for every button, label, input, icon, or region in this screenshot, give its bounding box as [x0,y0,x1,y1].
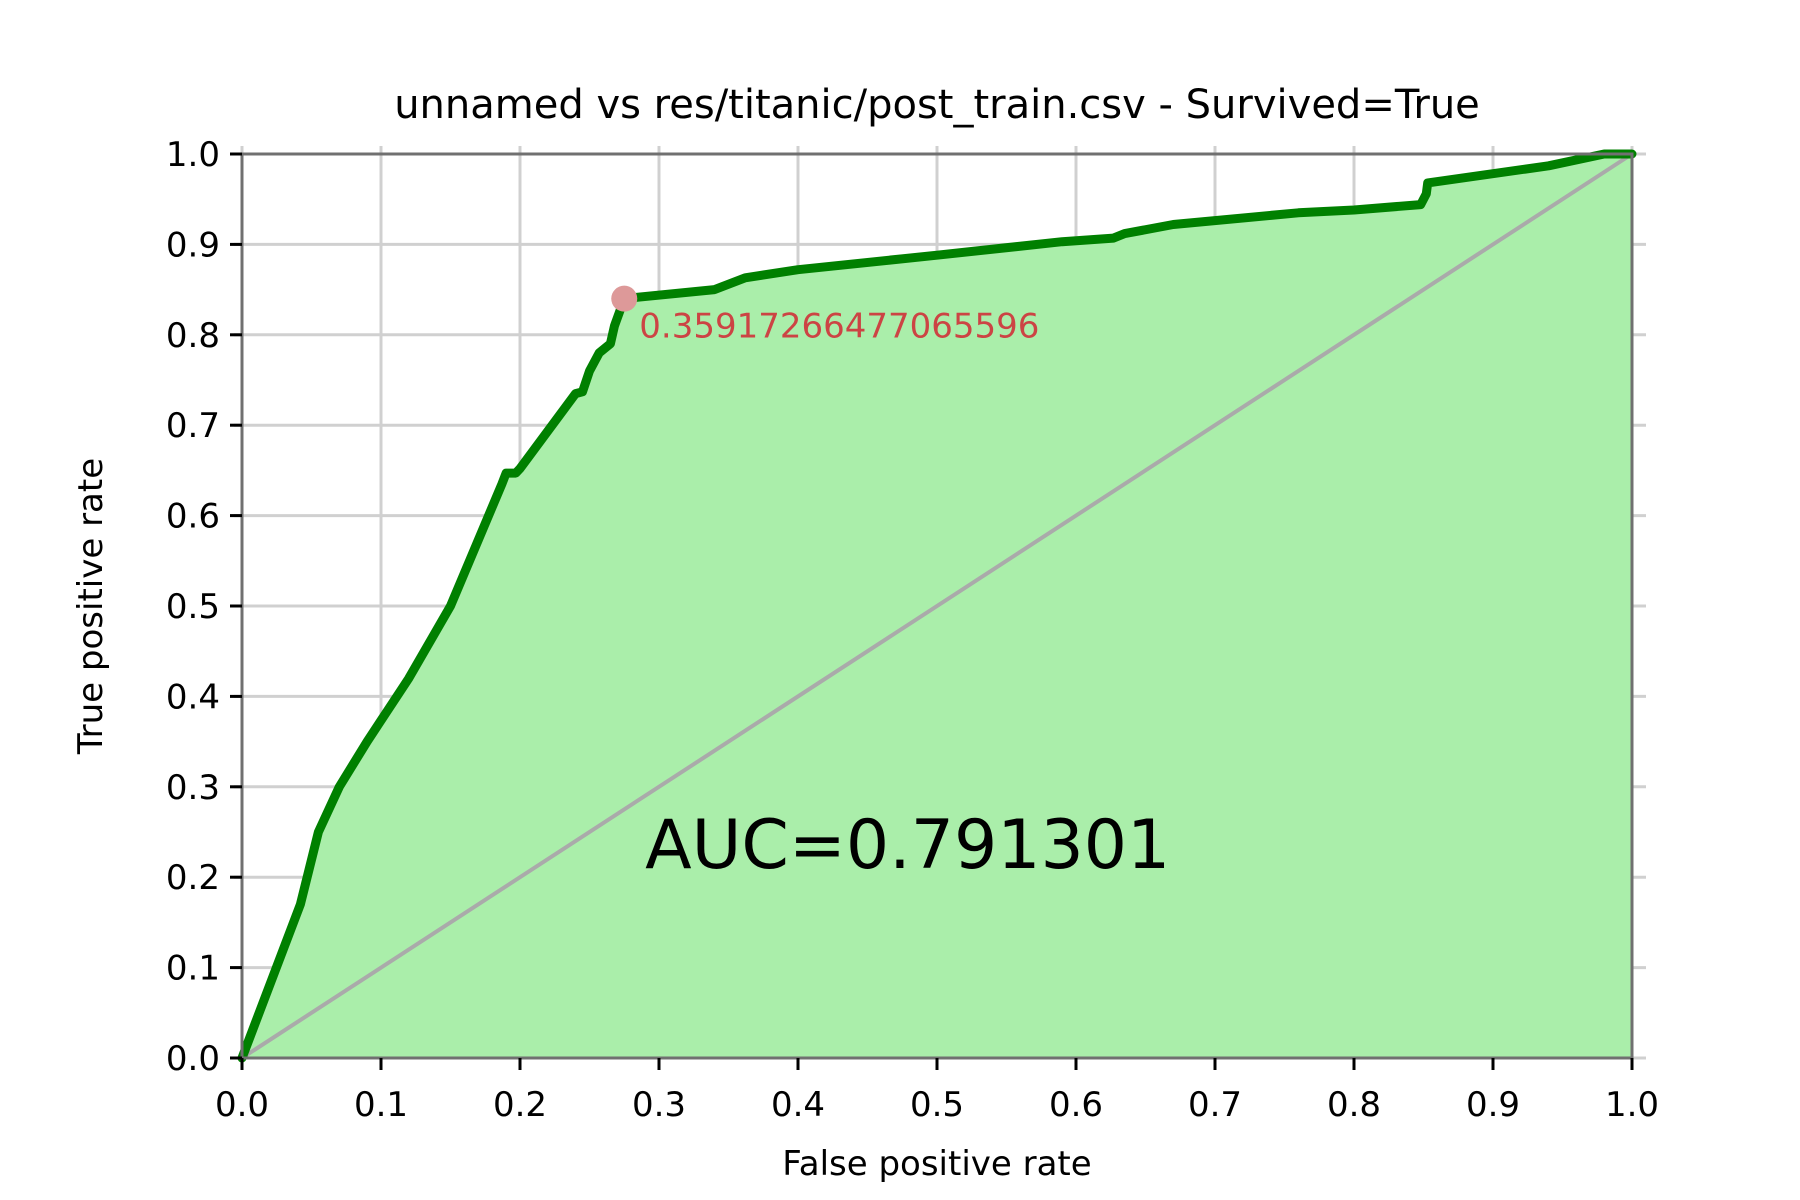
threshold-label: 0.35917266477065596 [639,307,1039,347]
y-axis-ticks: 0.0 0.1 0.2 0.3 0.4 0.5 0.6 0.7 0.8 0.9 1.0 [166,135,242,1079]
x-axis-label: False positive rate [782,1144,1091,1184]
x-tick-label: 0.6 [1049,1085,1103,1125]
y-axis-label: True positive rate [71,458,111,755]
x-tick-label: 0.3 [632,1085,686,1125]
chart-title: unnamed vs res/titanic/post_train.csv - … [394,82,1480,128]
y-tick-label: 0.9 [166,225,220,265]
y-tick-label: 0.2 [166,858,220,898]
y-tick-label: 0.7 [166,406,220,446]
x-tick-label: 0.5 [910,1085,964,1125]
x-tick-label: 0.1 [354,1085,408,1125]
y-tick-label: 0.1 [166,949,220,989]
x-tick-label: 0.0 [215,1085,269,1125]
x-tick-label: 0.4 [771,1085,825,1125]
threshold-marker [611,285,638,312]
roc-curve-line [237,149,1637,1063]
x-tick-label: 0.8 [1327,1085,1381,1125]
x-tick-label: 1.0 [1605,1085,1659,1125]
y-tick-label: 0.8 [166,316,220,356]
y-tick-label: 0.5 [166,587,220,627]
x-tick-label: 0.2 [493,1085,547,1125]
x-tick-label: 0.7 [1188,1085,1242,1125]
y-tick-label: 0.3 [166,768,220,808]
y-tick-label: 0.4 [166,677,220,717]
diagonal-reference-line [240,152,1634,1060]
y-tick-label: 0.0 [166,1039,220,1079]
y-tick-label: 0.6 [166,497,220,537]
x-axis-ticks: 0.0 0.1 0.2 0.3 0.4 0.5 0.6 0.7 0.8 0.9 1.0 [215,1058,1659,1125]
x-tick-label: 0.9 [1466,1085,1520,1125]
auc-annotation: AUC=0.791301 [645,806,1170,885]
y-tick-label: 1.0 [166,135,220,175]
